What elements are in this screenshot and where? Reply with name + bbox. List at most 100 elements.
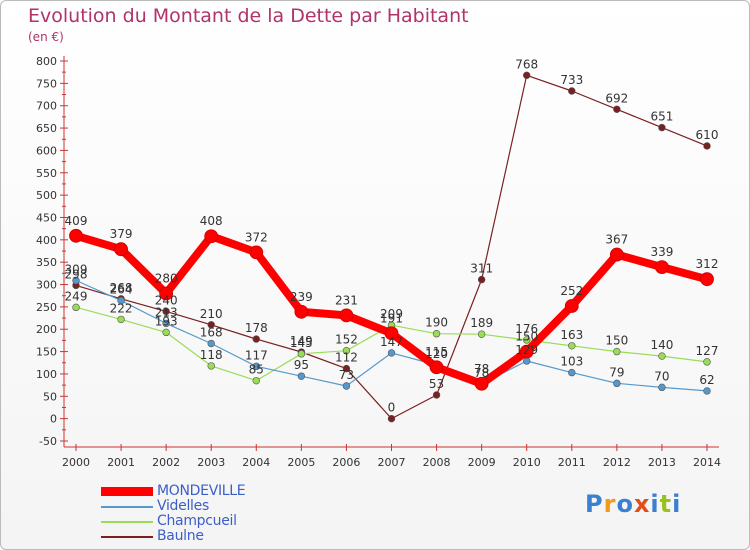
data-label-videlles: 78 bbox=[474, 366, 489, 380]
data-label-champcueil: 222 bbox=[110, 301, 133, 315]
data-point-videlles bbox=[703, 387, 711, 395]
data-label-champcueil: 163 bbox=[560, 328, 583, 342]
x-tick-label: 2012 bbox=[603, 456, 631, 469]
data-label-mondeville: 408 bbox=[200, 214, 223, 228]
y-tick-label: 300 bbox=[36, 279, 57, 292]
data-point-baulne bbox=[162, 307, 170, 316]
y-tick-label: 200 bbox=[36, 323, 57, 336]
y-tick-label: 650 bbox=[36, 122, 57, 135]
x-tick-label: 2010 bbox=[513, 456, 541, 469]
data-point-baulne bbox=[568, 87, 576, 95]
data-label-baulne: 112 bbox=[335, 351, 358, 365]
x-tick-label: 2001 bbox=[107, 456, 135, 469]
data-point-videlles bbox=[658, 383, 666, 392]
data-point-videlles bbox=[252, 362, 260, 371]
data-label-mondeville: 280 bbox=[155, 271, 178, 285]
data-label-champcueil: 127 bbox=[696, 344, 719, 358]
legend-label-videlles: Videlles bbox=[157, 498, 209, 514]
data-label-videlles: 117 bbox=[245, 348, 268, 362]
data-point-champcueil bbox=[432, 330, 441, 338]
data-point-videlles bbox=[523, 357, 531, 365]
data-label-baulne: 268 bbox=[110, 281, 133, 295]
data-label-videlles: 62 bbox=[699, 373, 714, 387]
data-label-videlles: 168 bbox=[200, 326, 223, 340]
x-tick-label: 2009 bbox=[468, 456, 496, 469]
data-label-champcueil: 118 bbox=[200, 348, 223, 362]
x-tick-label: 2004 bbox=[242, 456, 270, 469]
data-label-mondeville: 191 bbox=[380, 311, 403, 325]
data-label-mondeville: 150 bbox=[515, 330, 538, 344]
data-point-videlles bbox=[72, 276, 80, 285]
logo-letter: r bbox=[603, 490, 617, 518]
y-tick-label: 400 bbox=[36, 234, 57, 247]
chart-title: Evolution du Montant de la Dette par Hab… bbox=[28, 5, 469, 27]
y-tick-label: 250 bbox=[36, 301, 57, 314]
data-point-champcueil bbox=[477, 330, 486, 338]
data-label-baulne: 298 bbox=[65, 267, 88, 281]
logo-letter: i bbox=[650, 490, 660, 518]
data-point-mondeville bbox=[159, 286, 174, 301]
data-label-baulne: 53 bbox=[429, 377, 444, 391]
data-point-mondeville bbox=[564, 299, 579, 313]
data-point-champcueil bbox=[117, 315, 125, 324]
data-label-videlles: 264 bbox=[110, 283, 133, 297]
data-label-videlles: 147 bbox=[380, 335, 403, 349]
data-point-mondeville bbox=[294, 304, 309, 319]
data-label-videlles: 70 bbox=[654, 369, 669, 383]
data-label-mondeville: 252 bbox=[560, 284, 583, 298]
logo-letter: o bbox=[616, 490, 634, 518]
data-point-mondeville bbox=[249, 245, 264, 260]
data-label-champcueil: 85 bbox=[249, 363, 264, 377]
series-points bbox=[69, 71, 714, 423]
data-label-baulne: 178 bbox=[245, 321, 268, 335]
data-label-champcueil: 209 bbox=[380, 307, 403, 321]
data-point-videlles bbox=[162, 319, 170, 328]
data-label-videlles: 95 bbox=[294, 358, 309, 372]
data-point-mondeville bbox=[69, 228, 83, 243]
y-tick-label: 350 bbox=[36, 256, 57, 269]
data-point-champcueil bbox=[703, 358, 711, 366]
data-point-mondeville bbox=[474, 376, 489, 391]
x-tick-label: 2000 bbox=[62, 456, 90, 469]
data-point-champcueil bbox=[523, 336, 531, 344]
data-point-champcueil bbox=[613, 347, 621, 356]
data-point-mondeville bbox=[655, 260, 669, 274]
data-point-champcueil bbox=[568, 342, 576, 350]
data-label-baulne: 692 bbox=[605, 91, 628, 105]
data-point-mondeville bbox=[384, 326, 399, 341]
data-point-mondeville bbox=[519, 344, 534, 359]
data-point-baulne bbox=[252, 335, 260, 343]
data-label-videlles: 213 bbox=[155, 305, 178, 319]
legend-swatch-videlles bbox=[101, 506, 153, 508]
data-label-champcueil: 145 bbox=[290, 336, 313, 350]
data-point-baulne bbox=[703, 142, 711, 150]
data-label-mondeville: 339 bbox=[650, 245, 673, 259]
data-point-baulne bbox=[658, 123, 666, 132]
data-point-videlles bbox=[342, 382, 351, 390]
data-point-mondeville bbox=[429, 360, 444, 375]
data-label-mondeville: 312 bbox=[696, 257, 719, 271]
data-label-champcueil: 140 bbox=[650, 338, 673, 352]
data-point-champcueil bbox=[72, 303, 80, 312]
data-point-videlles bbox=[117, 296, 125, 305]
data-point-videlles bbox=[207, 339, 215, 348]
data-label-baulne: 651 bbox=[650, 110, 673, 124]
data-label-champcueil: 176 bbox=[515, 322, 538, 336]
y-tick-label: 800 bbox=[36, 55, 57, 68]
x-tick-label: 2002 bbox=[152, 456, 180, 469]
series-labels: 298 268 240 210 178 149 112 0 53 311 768 733 692 651 6… bbox=[65, 57, 719, 414]
y-tick-label: 700 bbox=[36, 100, 57, 113]
data-point-champcueil bbox=[252, 376, 260, 385]
legend-swatch-mondeville bbox=[101, 487, 153, 496]
data-label-champcueil: 189 bbox=[470, 316, 493, 330]
chart-axes: -50 0 50 100 150 200 250 300 350 400 450 500 550 600 6… bbox=[36, 55, 721, 469]
data-label-mondeville: 367 bbox=[605, 233, 628, 247]
data-label-baulne: 733 bbox=[560, 73, 583, 87]
data-label-champcueil: 193 bbox=[155, 314, 178, 328]
data-point-mondeville bbox=[114, 242, 128, 257]
legend-swatch-champcueil bbox=[101, 521, 153, 523]
data-point-champcueil bbox=[162, 328, 170, 337]
data-label-videlles: 73 bbox=[339, 368, 354, 382]
legend-label-baulne: Baulne bbox=[157, 528, 204, 544]
